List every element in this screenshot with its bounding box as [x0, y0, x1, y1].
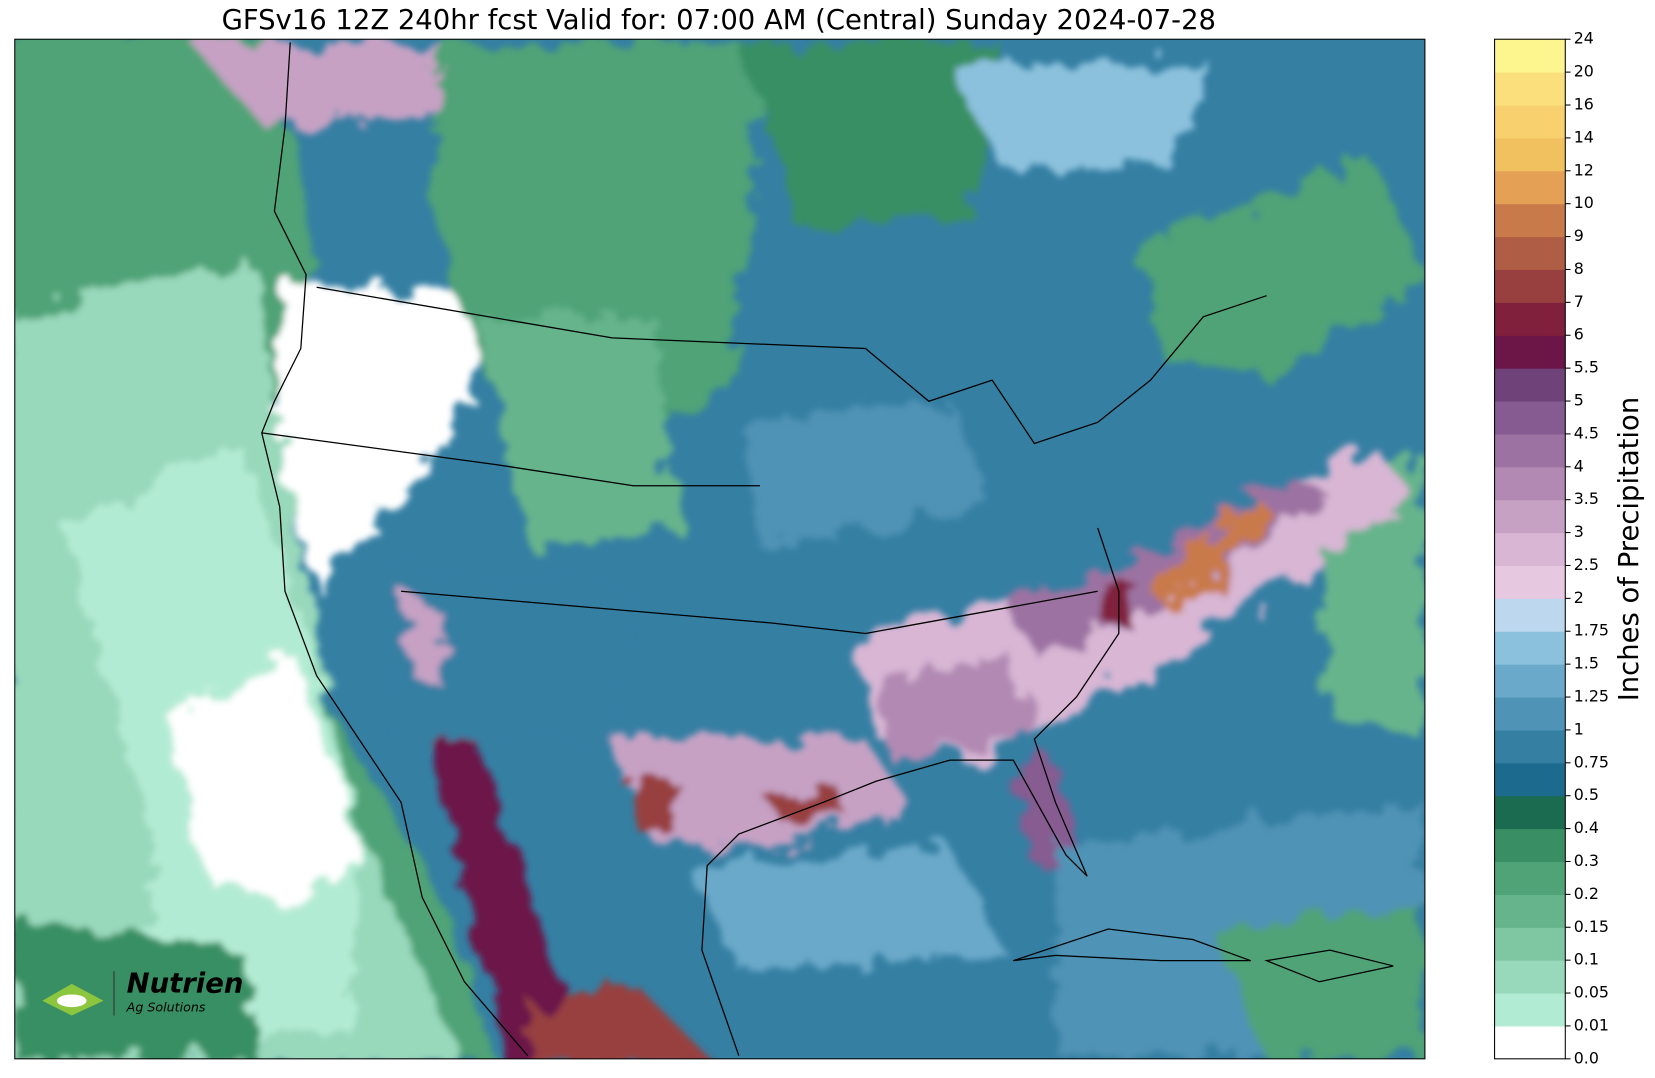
colorbar-bin: [1494, 433, 1566, 468]
logo-name: Nutrien: [127, 968, 244, 999]
colorbar-tick-label: 14: [1574, 127, 1594, 146]
colorbar-tick-label: 6: [1574, 325, 1584, 344]
colorbar-tick-label: 4: [1574, 456, 1584, 475]
colorbar-bin: [1494, 894, 1566, 928]
logo-tagline: Ag Solutions: [126, 1000, 206, 1015]
colorbar-tick-label: 0.4: [1574, 818, 1599, 837]
colorbar-bin: [1494, 532, 1566, 566]
map-frame: [14, 38, 1426, 1060]
colorbar-bin: [1494, 762, 1566, 797]
colorbar-tick-label: 3: [1574, 522, 1584, 541]
colorbar-bin: [1494, 39, 1566, 73]
colorbar-bin: [1494, 598, 1566, 632]
colorbar-tick-label: 1: [1574, 719, 1584, 738]
colorbar-bin: [1494, 137, 1566, 172]
colorbar-tick-label: 10: [1574, 193, 1594, 212]
colorbar-tick-label: 16: [1574, 95, 1594, 114]
colorbar-tick-label: 0.1: [1574, 950, 1599, 969]
colorbar-bin: [1494, 335, 1566, 369]
map-title: GFSv16 12Z 240hr fcst Valid for: 07:00 A…: [222, 5, 1216, 36]
colorbar: 0.0 0.01 0.05 0.1 0.15 0.2 0.3 0.4 0.5 0.75 1 1.25 1…: [1494, 29, 1609, 1067]
colorbar-bin: [1494, 631, 1566, 665]
colorbar-frame: [1494, 38, 1566, 1060]
colorbar-bin: [1494, 861, 1566, 895]
colorbar-bin: [1494, 203, 1566, 238]
colorbar-tick-label: 4.5: [1574, 423, 1599, 442]
colorbar-label: Inches of Precipitation: [1614, 397, 1645, 702]
colorbar-bin: [1494, 105, 1566, 139]
colorbar-tick-label: 0.05: [1574, 983, 1609, 1002]
borders: [261, 42, 1394, 1057]
colorbar-bin: [1494, 927, 1566, 961]
colorbar-tick-label: 1.25: [1574, 687, 1609, 706]
colorbar-tick-label: 9: [1574, 226, 1584, 245]
colorbar-bin: [1494, 960, 1566, 994]
colorbar-tick-label: 5: [1574, 391, 1584, 410]
colorbar-bin: [1494, 269, 1566, 303]
colorbar-bin: [1494, 828, 1566, 863]
colorbar-tick-label: 20: [1574, 62, 1594, 81]
colorbar-tick-label: 2.5: [1574, 555, 1599, 574]
colorbar-tick-label: 0.0: [1574, 1048, 1599, 1067]
colorbar-bin: [1494, 466, 1566, 501]
colorbar-tick-label: 0.3: [1574, 851, 1599, 870]
colorbar-bin: [1494, 499, 1566, 534]
colorbar-tick-label: 1.5: [1574, 654, 1599, 673]
colorbar-bin: [1494, 170, 1566, 205]
colorbar-bin: [1494, 302, 1566, 336]
colorbar-bin: [1494, 565, 1566, 599]
precip-map: [14, 39, 1425, 1059]
colorbar-tick-label: 8: [1574, 259, 1584, 278]
colorbar-bin: [1494, 729, 1566, 764]
colorbar-bin: [1494, 993, 1566, 1027]
colorbar-bin: [1494, 664, 1566, 698]
colorbar-tick-label: 3.5: [1574, 489, 1599, 508]
colorbar-bin: [1494, 236, 1566, 270]
colorbar-tick-label: 7: [1574, 292, 1584, 311]
colorbar-bin: [1494, 401, 1566, 435]
colorbar-tick-label: 5.5: [1574, 358, 1599, 377]
logo: Nutrien Ag Solutions: [42, 968, 244, 1016]
colorbar-bin: [1494, 368, 1566, 402]
colorbar-tick-label: 24: [1574, 29, 1594, 48]
colorbar-bin: [1494, 72, 1566, 106]
colorbar-tick-label: 0.01: [1574, 1015, 1609, 1034]
colorbar-bin: [1494, 1025, 1566, 1060]
colorbar-tick-label: 0.5: [1574, 785, 1599, 804]
colorbar-bin: [1494, 795, 1566, 830]
colorbar-tick-label: 0.75: [1574, 752, 1609, 771]
colorbar-tick-label: 2: [1574, 588, 1584, 607]
colorbar-tick-label: 1.75: [1574, 621, 1609, 640]
colorbar-bin: [1494, 697, 1566, 731]
colorbar-tick-label: 0.2: [1574, 884, 1599, 903]
colorbar-tick-label: 12: [1574, 160, 1594, 179]
colorbar-tick-label: 0.15: [1574, 917, 1609, 936]
